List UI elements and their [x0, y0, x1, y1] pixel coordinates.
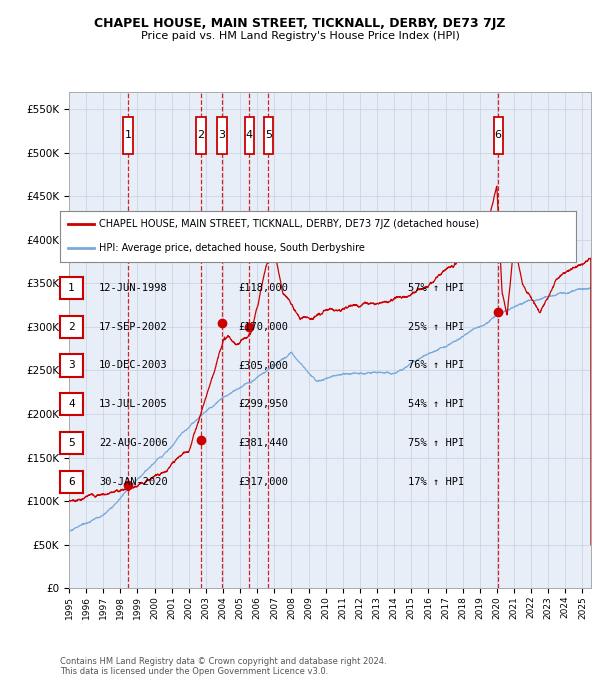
Text: 75% ↑ HPI: 75% ↑ HPI — [408, 438, 464, 448]
FancyBboxPatch shape — [124, 116, 133, 154]
Text: 2: 2 — [197, 131, 205, 140]
Text: £170,000: £170,000 — [238, 322, 288, 332]
Text: 57% ↑ HPI: 57% ↑ HPI — [408, 283, 464, 293]
Text: 17-SEP-2002: 17-SEP-2002 — [99, 322, 168, 332]
FancyBboxPatch shape — [217, 116, 227, 154]
Text: Price paid vs. HM Land Registry's House Price Index (HPI): Price paid vs. HM Land Registry's House … — [140, 31, 460, 41]
Text: 1: 1 — [68, 283, 75, 293]
Text: CHAPEL HOUSE, MAIN STREET, TICKNALL, DERBY, DE73 7JZ: CHAPEL HOUSE, MAIN STREET, TICKNALL, DER… — [94, 17, 506, 30]
Text: 4: 4 — [246, 131, 253, 140]
Text: 13-JUL-2005: 13-JUL-2005 — [99, 399, 168, 409]
Text: CHAPEL HOUSE, MAIN STREET, TICKNALL, DERBY, DE73 7JZ (detached house): CHAPEL HOUSE, MAIN STREET, TICKNALL, DER… — [98, 218, 479, 228]
Text: 3: 3 — [218, 131, 226, 140]
Text: £317,000: £317,000 — [238, 477, 288, 487]
Text: 6: 6 — [495, 131, 502, 140]
Text: £118,000: £118,000 — [238, 283, 288, 293]
Text: 54% ↑ HPI: 54% ↑ HPI — [408, 399, 464, 409]
Text: 25% ↑ HPI: 25% ↑ HPI — [408, 322, 464, 332]
FancyBboxPatch shape — [245, 116, 254, 154]
Text: £305,000: £305,000 — [238, 360, 288, 371]
Text: £299,950: £299,950 — [238, 399, 288, 409]
Text: 2: 2 — [68, 322, 75, 332]
Text: 6: 6 — [68, 477, 75, 487]
Text: 12-JUN-1998: 12-JUN-1998 — [99, 283, 168, 293]
Text: 30-JAN-2020: 30-JAN-2020 — [99, 477, 168, 487]
Text: 76% ↑ HPI: 76% ↑ HPI — [408, 360, 464, 371]
Text: 22-AUG-2006: 22-AUG-2006 — [99, 438, 168, 448]
Text: 10-DEC-2003: 10-DEC-2003 — [99, 360, 168, 371]
FancyBboxPatch shape — [263, 116, 273, 154]
Text: £381,440: £381,440 — [238, 438, 288, 448]
Text: 17% ↑ HPI: 17% ↑ HPI — [408, 477, 464, 487]
Text: 5: 5 — [265, 131, 272, 140]
Text: HPI: Average price, detached house, South Derbyshire: HPI: Average price, detached house, Sout… — [98, 243, 365, 252]
Text: 4: 4 — [68, 399, 75, 409]
Text: 5: 5 — [68, 438, 75, 448]
FancyBboxPatch shape — [196, 116, 206, 154]
FancyBboxPatch shape — [494, 116, 503, 154]
Text: 1: 1 — [125, 131, 131, 140]
Text: 3: 3 — [68, 360, 75, 371]
Text: Contains HM Land Registry data © Crown copyright and database right 2024.
This d: Contains HM Land Registry data © Crown c… — [60, 656, 386, 676]
